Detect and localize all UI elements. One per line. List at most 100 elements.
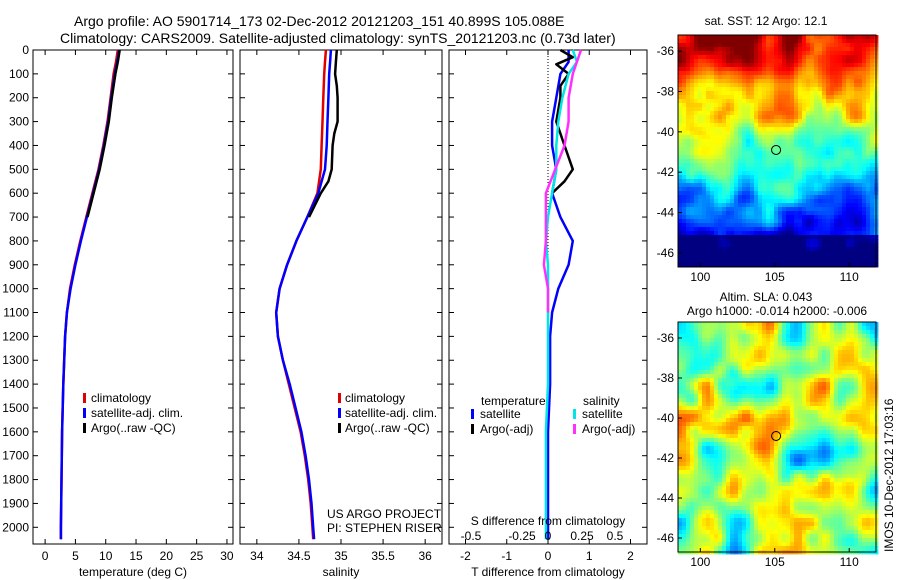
sst-map-cell: [798, 71, 803, 76]
sst-map-cell: [774, 147, 779, 152]
sla-map-cell: [774, 462, 779, 467]
sla-map-cell: [754, 362, 759, 367]
sla-map-cell: [822, 346, 827, 351]
sst-map-cell: [846, 183, 851, 188]
sst-map-cell: [802, 167, 807, 172]
sst-map-cell: [766, 191, 771, 196]
sla-map-cell: [826, 418, 831, 423]
sla-map-cell: [690, 426, 695, 431]
sst-map-cell: [702, 175, 707, 180]
sst-map-cell: [838, 103, 843, 108]
sst-map-cell: [838, 167, 843, 172]
sla-map-cell: [754, 378, 759, 383]
sst-map-cell: [714, 235, 719, 240]
sla-map-cell: [798, 346, 803, 351]
sst-map-cell: [814, 79, 819, 84]
sla-map-cell: [814, 382, 819, 387]
sst-map-cell: [730, 107, 735, 112]
sla-map-cell: [762, 426, 767, 431]
sst-map-cell: [782, 63, 787, 68]
sst-map-cell: [862, 263, 867, 268]
sst-map-cell: [782, 231, 787, 236]
sla-map-cell: [678, 342, 683, 347]
sst-map-cell: [694, 247, 699, 252]
sst-map-cell: [710, 207, 715, 212]
sst-map-cell: [866, 239, 871, 244]
sla-map-cell: [770, 434, 775, 439]
sst-map-cell: [714, 247, 719, 252]
sst-map-cell: [714, 79, 719, 84]
sst-map-cell: [790, 147, 795, 152]
sst-map-cell: [838, 107, 843, 112]
sst-map-cell: [778, 111, 783, 116]
sst-map-cell: [678, 259, 683, 264]
sla-map-cell: [782, 450, 787, 455]
sst-map-cell: [762, 63, 767, 68]
sst-map-cell: [690, 239, 695, 244]
sla-map-cell: [810, 458, 815, 463]
sst-map-cell: [870, 99, 875, 104]
sst-map-cell: [682, 255, 687, 260]
sst-map-cell: [798, 47, 803, 52]
sst-map-cell: [858, 227, 863, 232]
sla-map-cell: [738, 426, 743, 431]
sst-map-cell: [714, 263, 719, 268]
sst-map-cell: [746, 83, 751, 88]
sla-map-cell: [730, 434, 735, 439]
sla-map-cell: [858, 450, 863, 455]
sst-map-cell: [814, 167, 819, 172]
salinity-panel: 34 34.5 35 35.5 36salinityclimatologysatelli…: [239, 49, 443, 579]
sst-map-cell: [794, 211, 799, 216]
sst-map-cell: [870, 199, 875, 204]
sst-map-cell: [786, 83, 791, 88]
sst-map-cell: [746, 255, 751, 260]
sst-map-cell: [798, 63, 803, 68]
sla-map-cell: [746, 466, 751, 471]
temp-legend-swatch-0: [83, 393, 86, 403]
sla-map-cell: [718, 462, 723, 467]
sla-map-cell: [746, 398, 751, 403]
sst-map-cell: [742, 223, 747, 228]
sla-map-cell: [838, 378, 843, 383]
sst-map-cell: [726, 131, 731, 136]
sst-map-cell: [742, 235, 747, 240]
sst-map-cell: [714, 111, 719, 116]
sst-map-cell: [782, 171, 787, 176]
sla-map-cell: [842, 374, 847, 379]
sst-map-cell: [798, 223, 803, 228]
sla-map-cell: [798, 358, 803, 363]
sla-map-cell: [794, 406, 799, 411]
sst-map-cell: [830, 179, 835, 184]
sla-map-cell: [694, 342, 699, 347]
sst-map-cell: [738, 147, 743, 152]
sla-map-cell: [806, 382, 811, 387]
sst-map-cell: [814, 251, 819, 256]
sla-map-cell: [766, 358, 771, 363]
sla-map-cell: [738, 330, 743, 335]
sst-map-cell: [814, 131, 819, 136]
sst-map-cell: [758, 47, 763, 52]
sla-map-cell: [830, 378, 835, 383]
sst-map-cell: [742, 95, 747, 100]
sst-map-cell: [710, 179, 715, 184]
sst-map-cell: [698, 139, 703, 144]
sla-map-cell: [690, 458, 695, 463]
sst-map-cell: [814, 39, 819, 44]
sla-map-cell: [682, 322, 687, 327]
sla-map-cell: [722, 382, 727, 387]
sst-map-cell: [766, 179, 771, 184]
sla-map-cell: [854, 386, 859, 391]
sst-map-cell: [766, 127, 771, 132]
sla-map-cell: [842, 458, 847, 463]
sst-map-cell: [842, 199, 847, 204]
sst-map-cell: [682, 147, 687, 152]
temp-legend-label-2: Argo(..raw -QC): [91, 421, 176, 435]
sla-map-cell: [786, 406, 791, 411]
sst-map-cell: [770, 195, 775, 200]
sst-map-cell: [794, 115, 799, 120]
sst-map-cell: [798, 195, 803, 200]
sla-map-cell: [686, 462, 691, 467]
sst-map-cell: [770, 83, 775, 88]
sst-map-cell: [834, 187, 839, 192]
sla-map-cell: [846, 338, 851, 343]
